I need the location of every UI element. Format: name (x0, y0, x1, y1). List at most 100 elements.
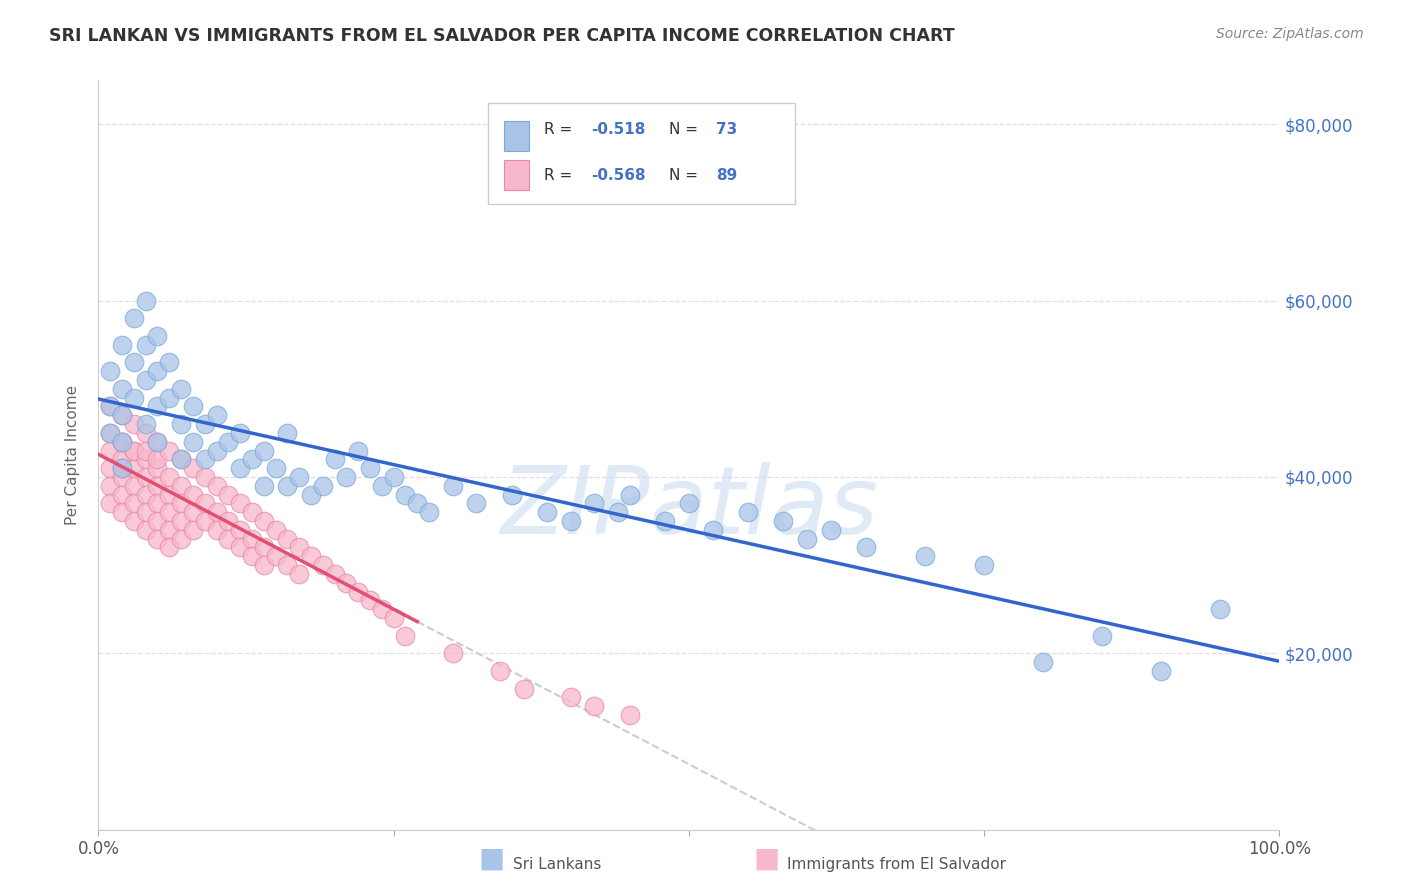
Point (607, 505, 630, 519)
Point (111, 409, 134, 423)
Point (371, 602, 394, 616)
Point (135, 373, 157, 387)
Point (98, 479, 121, 493)
Point (335, 575, 357, 590)
Point (122, 443, 145, 458)
Point (111, 434, 134, 449)
Point (146, 329, 169, 343)
Text: N =: N = (669, 122, 703, 137)
Point (276, 425, 298, 440)
Point (122, 461, 145, 475)
Point (205, 523, 228, 537)
Point (796, 532, 818, 546)
Point (240, 549, 263, 564)
Point (1209, 602, 1232, 616)
Text: -0.518: -0.518 (591, 122, 645, 137)
Point (122, 496, 145, 510)
Point (217, 532, 239, 546)
Point (205, 505, 228, 519)
Point (359, 593, 381, 607)
Point (98, 425, 121, 440)
Point (157, 541, 180, 555)
Point (98, 364, 121, 378)
Text: R =: R = (544, 168, 576, 183)
Point (654, 514, 676, 528)
Point (135, 452, 157, 467)
Point (146, 434, 169, 449)
Point (170, 452, 193, 467)
Point (146, 532, 169, 546)
Point (205, 479, 228, 493)
Point (359, 461, 381, 475)
Point (194, 496, 217, 510)
Point (122, 417, 145, 431)
Point (111, 505, 134, 519)
Point (205, 443, 228, 458)
Point (181, 505, 204, 519)
Point (157, 505, 180, 519)
Point (135, 470, 157, 484)
Point (288, 566, 311, 581)
Point (205, 409, 228, 423)
Point (194, 470, 217, 484)
Point (264, 549, 287, 564)
Point (229, 425, 252, 440)
Text: 73: 73 (716, 122, 737, 137)
Point (157, 443, 180, 458)
Text: SRI LANKAN VS IMMIGRANTS FROM EL SALVADOR PER CAPITA INCOME CORRELATION CHART: SRI LANKAN VS IMMIGRANTS FROM EL SALVADO… (49, 27, 955, 45)
Point (217, 514, 239, 528)
Point (98, 443, 121, 458)
Point (98, 461, 121, 475)
Point (276, 532, 298, 546)
Point (382, 470, 405, 484)
Point (122, 355, 145, 369)
Point (702, 523, 724, 537)
Point (276, 558, 298, 573)
Point (181, 400, 204, 414)
Point (229, 461, 252, 475)
Point (441, 479, 464, 493)
Point (157, 523, 180, 537)
Point (135, 337, 157, 351)
Point (276, 479, 298, 493)
Point (312, 558, 335, 573)
Point (98, 400, 121, 414)
Y-axis label: Per Capita Income: Per Capita Income (65, 384, 80, 525)
Point (170, 479, 193, 493)
Bar (503, 161, 530, 190)
Point (194, 417, 217, 431)
Point (111, 452, 134, 467)
Point (240, 452, 263, 467)
Point (253, 479, 276, 493)
Point (170, 382, 193, 396)
Point (253, 443, 276, 458)
Text: ZIPatlas: ZIPatlas (501, 462, 877, 553)
Point (312, 479, 335, 493)
Point (382, 611, 405, 625)
Point (146, 479, 169, 493)
Bar (488, 103, 796, 204)
Point (583, 699, 606, 714)
Point (135, 487, 157, 501)
Point (111, 470, 134, 484)
Text: Source: ZipAtlas.com: Source: ZipAtlas.com (1216, 27, 1364, 41)
Point (146, 461, 169, 475)
Point (111, 434, 134, 449)
Point (217, 487, 239, 501)
Point (170, 532, 193, 546)
Point (122, 311, 145, 326)
Point (111, 409, 134, 423)
Point (288, 541, 311, 555)
Point (253, 514, 276, 528)
Text: Sri Lankans: Sri Lankans (513, 857, 602, 872)
Text: N =: N = (669, 168, 703, 183)
Point (181, 434, 204, 449)
Point (98, 496, 121, 510)
Point (347, 443, 370, 458)
Point (194, 452, 217, 467)
Point (264, 461, 287, 475)
Point (240, 532, 263, 546)
Point (146, 400, 169, 414)
Point (122, 443, 145, 458)
Point (135, 523, 157, 537)
